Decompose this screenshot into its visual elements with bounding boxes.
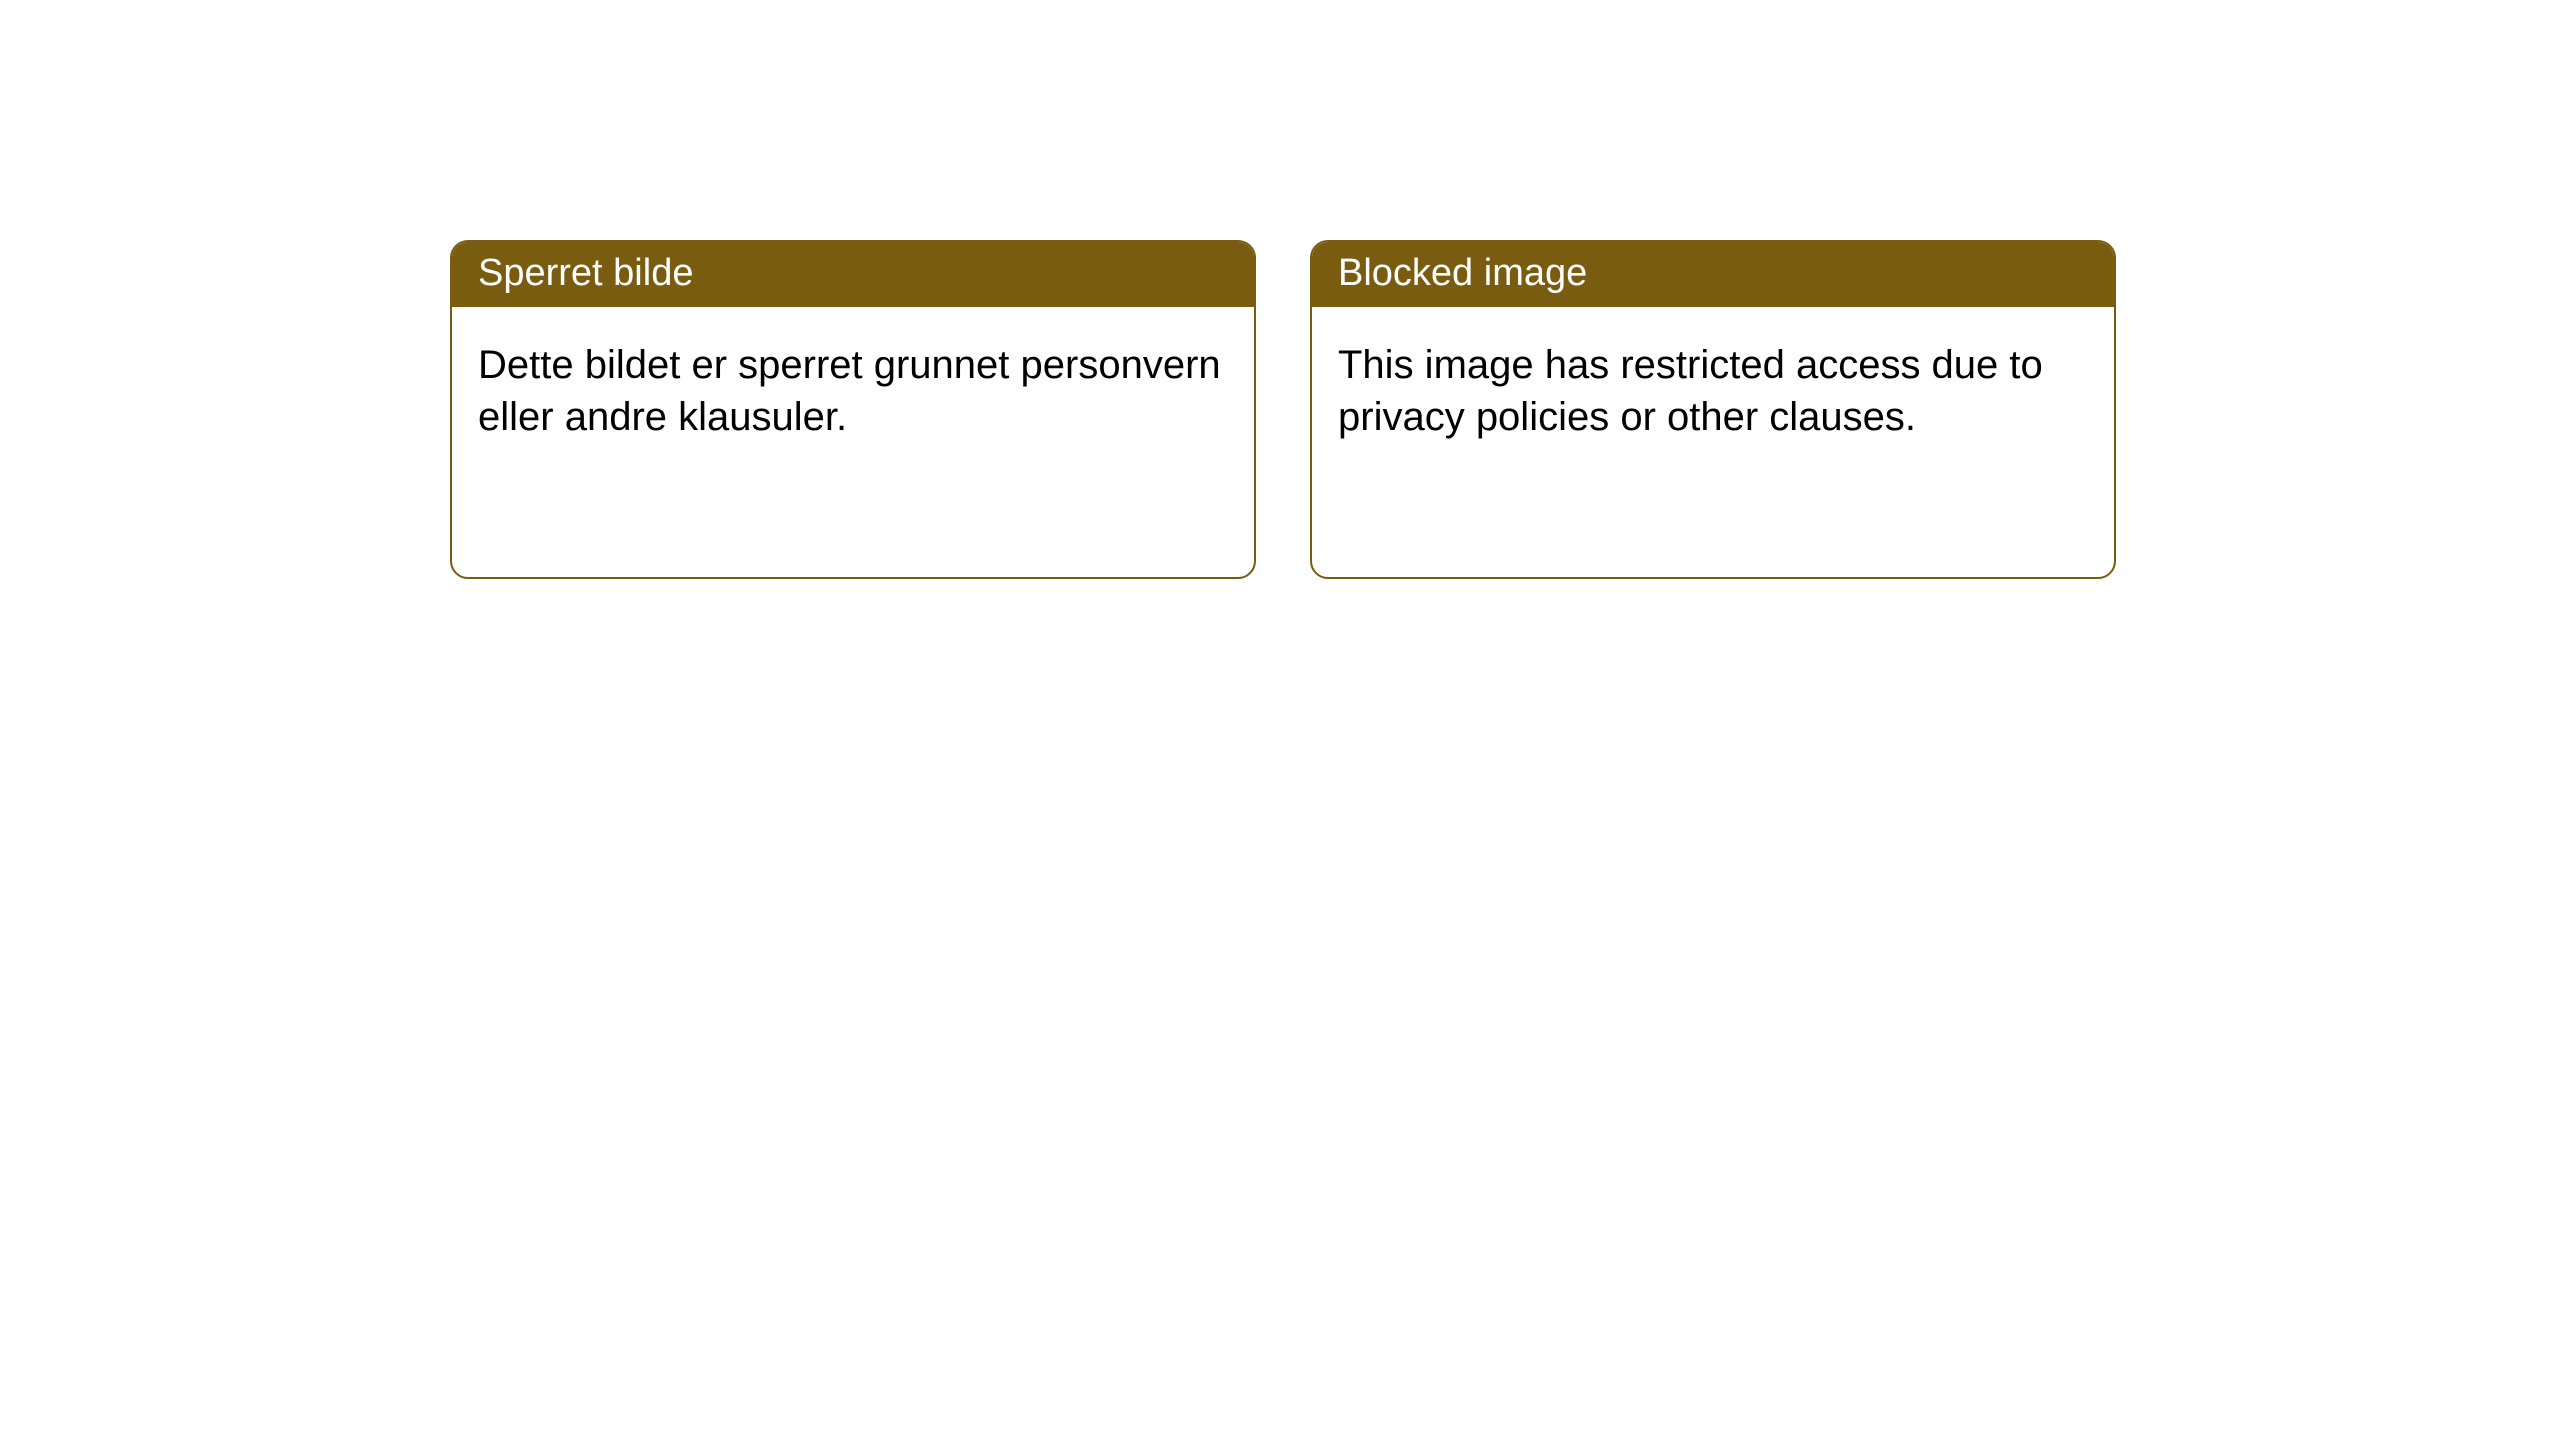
notice-card-norwegian: Sperret bilde Dette bildet er sperret gr…	[450, 240, 1256, 579]
card-body: This image has restricted access due to …	[1312, 307, 2114, 577]
notice-cards-container: Sperret bilde Dette bildet er sperret gr…	[0, 0, 2560, 579]
card-header: Sperret bilde	[452, 242, 1254, 307]
card-body: Dette bildet er sperret grunnet personve…	[452, 307, 1254, 577]
card-header: Blocked image	[1312, 242, 2114, 307]
notice-card-english: Blocked image This image has restricted …	[1310, 240, 2116, 579]
